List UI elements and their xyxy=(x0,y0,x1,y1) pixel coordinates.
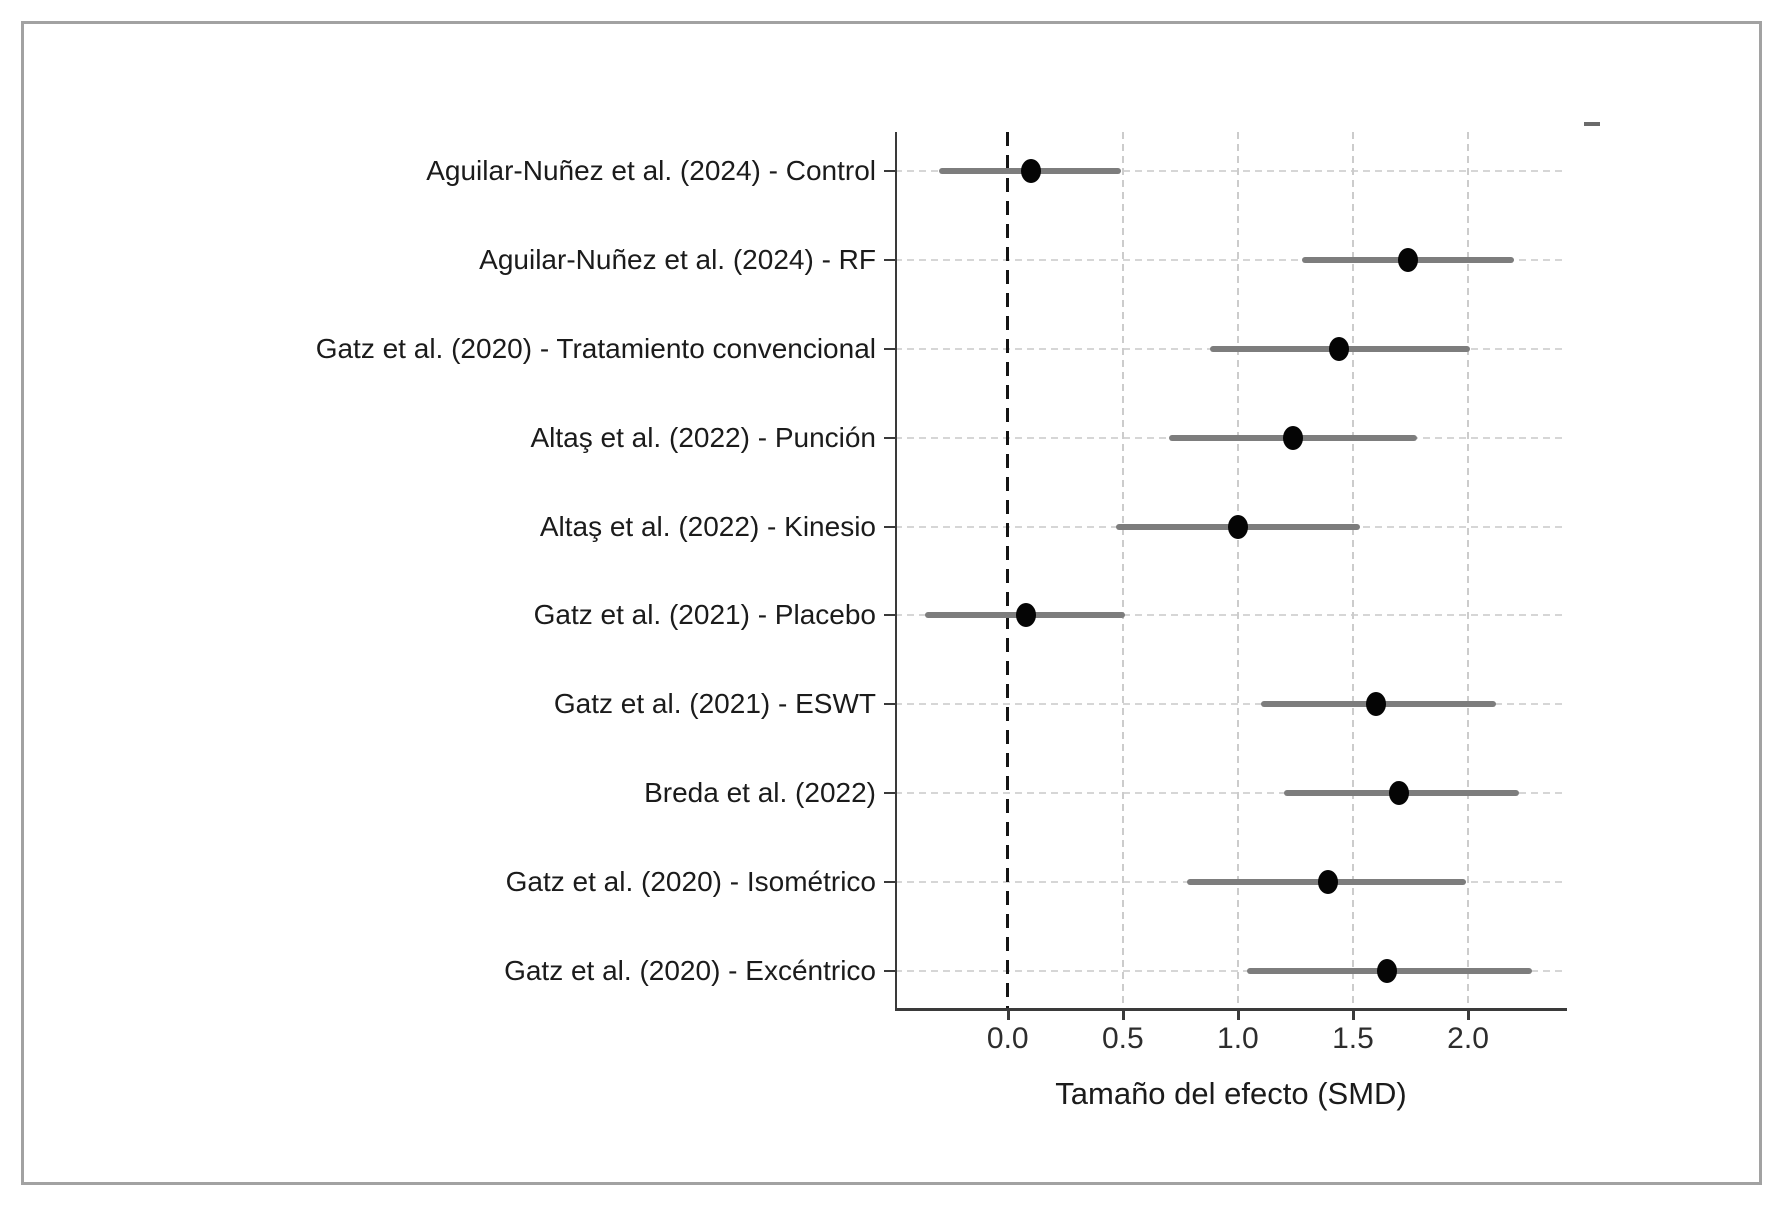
y-tick xyxy=(884,347,895,350)
y-tick xyxy=(884,703,895,706)
point-marker xyxy=(1329,336,1350,361)
x-tick xyxy=(1236,1008,1240,1020)
point-marker xyxy=(1227,514,1248,539)
v-gridline xyxy=(1467,132,1470,1008)
y-tick-label: Gatz et al. (2021) - Placebo xyxy=(533,599,876,631)
x-axis-title: Tamaño del efecto (SMD) xyxy=(1055,1076,1407,1111)
x-tick-label: 1.5 xyxy=(1332,1022,1374,1055)
point-marker xyxy=(1020,159,1041,183)
h-gridline xyxy=(895,170,1567,172)
y-tick xyxy=(884,792,895,795)
x-tick xyxy=(1006,1008,1010,1020)
zero-reference-line xyxy=(1006,132,1010,1008)
y-tick-label: Breda et al. (2022) xyxy=(644,777,876,809)
figure-border xyxy=(21,21,1762,1185)
y-tick xyxy=(884,970,895,972)
point-marker xyxy=(1389,781,1409,806)
x-tick-label: 0.5 xyxy=(1101,1022,1144,1055)
y-tick-label: Aguilar-Nuñez et al. (2024) - Control xyxy=(426,155,876,186)
stray-mark xyxy=(1584,122,1600,126)
y-tick xyxy=(884,170,895,172)
y-tick-label: Gatz et al. (2021) - ESWT xyxy=(553,688,876,720)
v-gridline xyxy=(1121,132,1124,1008)
y-tick xyxy=(884,258,895,261)
point-marker xyxy=(1317,870,1338,895)
point-marker xyxy=(1365,692,1386,717)
h-gridline xyxy=(895,614,1567,617)
v-gridline xyxy=(1351,132,1354,1008)
y-tick-label: Altaş et al. (2022) - Punción xyxy=(530,421,876,453)
h-gridline xyxy=(895,792,1567,795)
y-axis-spine xyxy=(895,132,897,1011)
v-gridline xyxy=(1236,132,1239,1008)
x-tick xyxy=(1121,1008,1125,1020)
x-tick-label: 2.0 xyxy=(1447,1022,1489,1055)
y-tick xyxy=(884,614,895,617)
point-marker xyxy=(1377,959,1398,983)
y-tick xyxy=(884,525,895,528)
y-tick-label: Gatz et al. (2020) - Isométrico xyxy=(505,866,876,898)
x-tick xyxy=(1351,1008,1355,1020)
h-gridline xyxy=(895,703,1567,706)
x-tick xyxy=(1467,1008,1471,1020)
y-tick-label: Altaş et al. (2022) - Kinesio xyxy=(539,510,876,542)
h-gridline xyxy=(895,970,1567,972)
y-tick xyxy=(884,881,895,884)
x-axis-spine xyxy=(895,1008,1567,1011)
y-tick-label: Gatz et al. (2020) - Excéntrico xyxy=(504,955,876,986)
x-tick-label: 0.0 xyxy=(986,1022,1029,1055)
point-marker xyxy=(1283,425,1304,450)
point-marker xyxy=(1016,603,1037,628)
y-tick xyxy=(884,436,895,439)
y-tick-label: Aguilar-Nuñez et al. (2024) - RF xyxy=(479,243,876,275)
x-tick-label: 1.0 xyxy=(1217,1022,1259,1055)
y-tick-label: Gatz et al. (2020) - Tratamiento convenc… xyxy=(315,332,876,364)
point-marker xyxy=(1398,247,1419,272)
h-gridline xyxy=(895,258,1567,261)
